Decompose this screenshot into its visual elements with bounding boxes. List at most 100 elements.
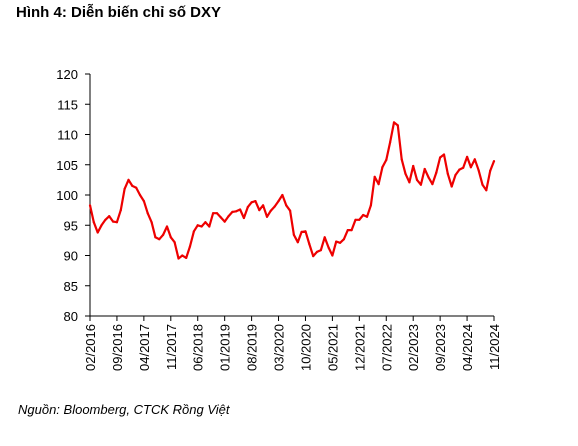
- data-point: [481, 183, 484, 186]
- data-point: [323, 236, 326, 239]
- data-point: [169, 236, 172, 239]
- y-tick-label: 110: [57, 128, 78, 143]
- data-point: [423, 167, 426, 171]
- data-point: [454, 173, 457, 177]
- data-point: [88, 204, 92, 207]
- data-point: [246, 206, 249, 209]
- data-point: [435, 171, 438, 174]
- data-point: [304, 230, 307, 233]
- data-point: [331, 254, 334, 257]
- data-point: [227, 215, 230, 218]
- data-point: [208, 225, 211, 228]
- data-point: [185, 256, 188, 259]
- data-point: [339, 241, 342, 244]
- data-point: [158, 238, 161, 241]
- x-tick-label: 08/2019: [245, 324, 260, 371]
- data-point: [127, 178, 130, 181]
- series-layer: [88, 121, 496, 260]
- data-point: [412, 164, 415, 168]
- data-point: [335, 240, 338, 243]
- data-point: [369, 204, 372, 207]
- data-point: [100, 224, 103, 227]
- data-point: [239, 208, 242, 211]
- data-point: [385, 158, 388, 161]
- data-point: [250, 201, 253, 204]
- data-point: [92, 221, 95, 224]
- data-point: [242, 216, 245, 220]
- data-point: [473, 158, 476, 161]
- data-point: [181, 254, 184, 257]
- data-point: [419, 183, 422, 186]
- data-point: [115, 221, 118, 224]
- data-point: [223, 220, 226, 223]
- data-point: [346, 229, 349, 232]
- data-point: [273, 205, 276, 208]
- data-point: [108, 215, 111, 218]
- x-tick-label: 07/2022: [379, 324, 394, 371]
- x-tick-label: 11/2017: [164, 324, 179, 370]
- dxy-series-line: [88, 121, 496, 260]
- data-point: [289, 209, 292, 212]
- data-point: [431, 183, 434, 186]
- data-point: [269, 209, 272, 212]
- data-point: [308, 242, 311, 246]
- data-point: [262, 204, 265, 207]
- data-point: [400, 158, 403, 161]
- data-point: [123, 187, 126, 190]
- y-tick-label: 95: [64, 218, 78, 233]
- x-tick-label: 02/2016: [83, 324, 98, 371]
- data-point: [358, 218, 361, 221]
- data-point: [373, 175, 376, 178]
- data-point: [112, 220, 115, 223]
- data-point: [131, 184, 134, 187]
- data-point: [469, 166, 472, 169]
- y-tick-label: 100: [56, 188, 78, 203]
- y-tick-label: 90: [64, 249, 78, 264]
- data-point: [219, 216, 222, 219]
- data-point: [119, 209, 122, 212]
- data-point: [215, 212, 219, 215]
- data-point: [492, 160, 496, 163]
- data-point: [96, 231, 99, 234]
- data-point: [315, 250, 319, 253]
- data-point: [265, 215, 269, 218]
- data-point: [192, 230, 195, 233]
- data-point: [450, 185, 453, 188]
- data-point: [196, 224, 199, 227]
- x-tick-label: 04/2017: [137, 324, 152, 371]
- data-point: [212, 212, 215, 215]
- data-point: [327, 246, 330, 249]
- data-point: [281, 193, 284, 197]
- data-point: [258, 209, 261, 212]
- x-tick-label: 12/2021: [352, 324, 367, 371]
- data-point: [300, 230, 303, 233]
- y-tick-label: 115: [57, 97, 78, 112]
- x-tick-label: 04/2024: [460, 324, 475, 371]
- y-axis: 80 85 90 95 100 105 110 115 120: [56, 67, 91, 324]
- data-point: [489, 169, 492, 172]
- data-point: [150, 221, 153, 224]
- data-point: [462, 166, 465, 169]
- data-point: [362, 213, 365, 217]
- source-note: Nguồn: Bloomberg, CTCK Rồng Việt: [18, 402, 230, 417]
- data-point: [392, 121, 396, 124]
- data-point: [466, 155, 469, 158]
- data-point: [104, 218, 107, 221]
- y-tick-label: 120: [56, 67, 78, 82]
- data-point: [173, 241, 176, 244]
- data-point: [319, 249, 322, 252]
- data-point: [427, 176, 430, 179]
- y-tick-label: 85: [64, 279, 78, 294]
- data-point: [292, 233, 295, 236]
- x-tick-label: 05/2021: [325, 324, 340, 371]
- y-tick-label: 80: [64, 309, 78, 324]
- data-point: [146, 212, 149, 215]
- data-point: [342, 238, 345, 241]
- x-tick-label: 09/2023: [433, 324, 448, 371]
- data-point: [377, 183, 380, 186]
- data-point: [142, 200, 145, 203]
- data-point: [138, 193, 142, 197]
- data-point: [277, 200, 280, 203]
- x-tick-label: 10/2020: [298, 324, 313, 371]
